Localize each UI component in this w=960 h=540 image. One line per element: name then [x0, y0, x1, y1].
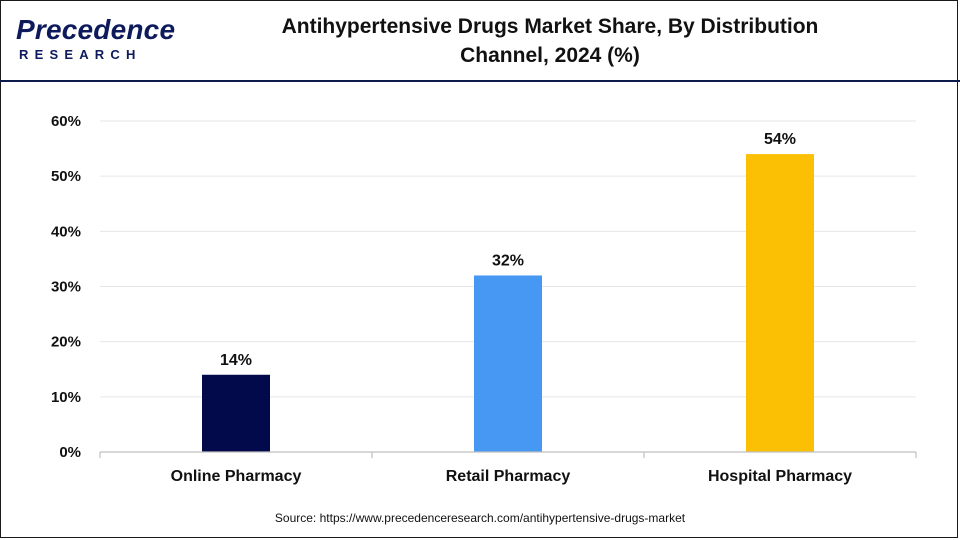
- y-tick-label: 60%: [51, 113, 81, 130]
- bars: [202, 154, 814, 452]
- source-note: Source: https://www.precedenceresearch.c…: [274, 511, 686, 525]
- y-tick-label: 50%: [51, 168, 81, 185]
- y-tick-label: 30%: [51, 279, 81, 296]
- data-label: 14%: [220, 352, 252, 369]
- chart-title-line-1: Antihypertensive Drugs Market Share, By …: [281, 15, 819, 38]
- data-label: 32%: [492, 252, 524, 269]
- chart-title: Antihypertensive Drugs Market Share, By …: [200, 12, 900, 70]
- bar-chart: 0% 10% 20% 30% 40% 50% 60% 14% 32% 54% Online Ph…: [51, 113, 917, 485]
- x-category-label: Retail Pharmacy: [446, 468, 571, 485]
- brand-logo: Precedence RESEARCH: [16, 14, 175, 66]
- y-tick-label: 10%: [51, 389, 81, 406]
- data-label: 54%: [764, 131, 796, 148]
- bar-online-pharmacy: [202, 374, 270, 452]
- bar-hospital-pharmacy: [746, 154, 814, 452]
- y-tick-label: 0%: [59, 444, 81, 461]
- y-tick-label: 40%: [51, 223, 81, 240]
- x-axis: Online Pharmacy Retail Pharmacy Hospital P…: [99, 451, 917, 485]
- header: Precedence RESEARCH Antihypertensive Dru…: [0, 0, 960, 80]
- chart-title-line-2: Channel, 2024 (%): [460, 44, 640, 67]
- logo-subtitle: RESEARCH: [19, 47, 142, 62]
- data-labels: 14% 32% 54%: [220, 131, 796, 369]
- header-divider: [0, 80, 960, 82]
- bar-retail-pharmacy: [474, 275, 542, 452]
- logo-wordmark: Precedence: [16, 14, 176, 45]
- y-axis-ticks: 0% 10% 20% 30% 40% 50% 60%: [51, 113, 81, 461]
- x-category-label: Hospital Pharmacy: [708, 468, 852, 485]
- y-tick-label: 20%: [51, 334, 81, 351]
- x-category-label: Online Pharmacy: [171, 468, 302, 485]
